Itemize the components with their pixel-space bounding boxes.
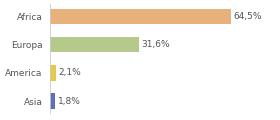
Text: 31,6%: 31,6%	[141, 40, 170, 49]
Bar	[50, 65, 56, 81]
Bar	[50, 9, 231, 24]
Text: 64,5%: 64,5%	[233, 12, 262, 21]
Bar	[50, 93, 55, 109]
Text: 1,8%: 1,8%	[58, 97, 81, 106]
Bar	[50, 37, 139, 52]
Text: 2,1%: 2,1%	[59, 68, 81, 77]
